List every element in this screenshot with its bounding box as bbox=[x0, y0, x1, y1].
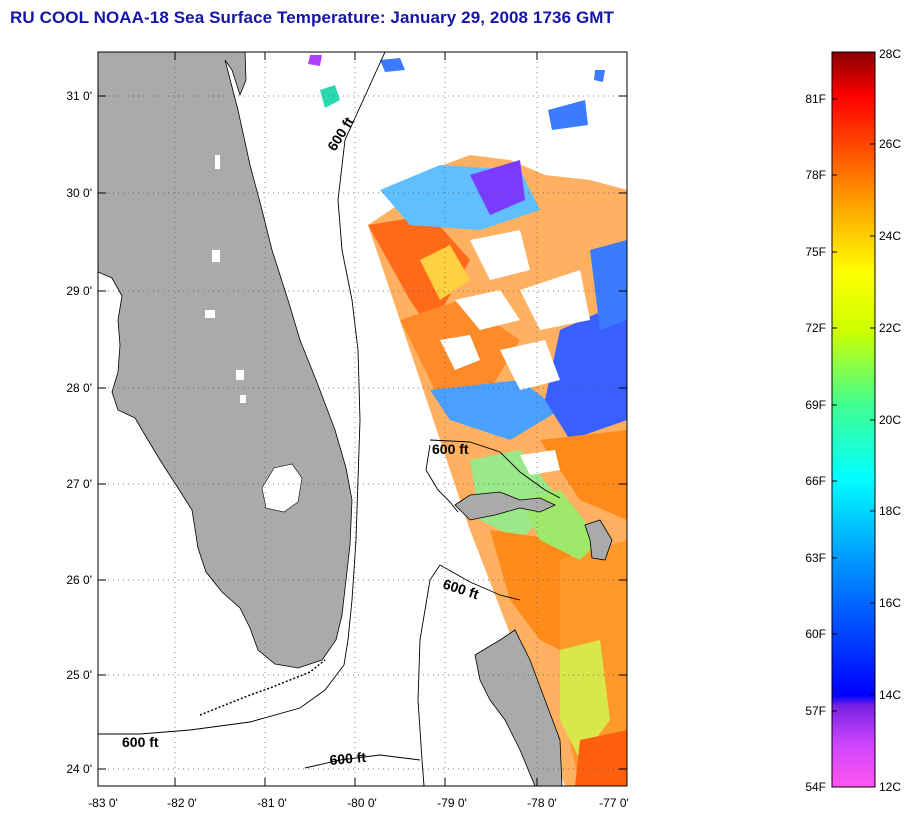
isobath-label-4: 600 ft bbox=[122, 734, 159, 750]
lat-label-26: 26 0' bbox=[66, 573, 92, 587]
sst-swath bbox=[308, 55, 627, 786]
colorbar-f-78: 78F bbox=[805, 168, 826, 182]
lon-label-83: -83 0' bbox=[88, 796, 118, 810]
colorbar-c-14: 14C bbox=[879, 688, 901, 702]
isobath-label-2: 600 ft bbox=[432, 441, 469, 457]
colorbar-f-81: 81F bbox=[805, 92, 826, 106]
lat-label-24: 24 0' bbox=[66, 762, 92, 776]
colorbar-c-26: 26C bbox=[879, 137, 901, 151]
lat-label-30: 30 0' bbox=[66, 186, 92, 200]
florida-land bbox=[98, 52, 353, 669]
colorbar-f-54: 54F bbox=[805, 780, 826, 794]
map-frame bbox=[97, 51, 628, 787]
colorbar-f-72: 72F bbox=[805, 321, 826, 335]
colorbar-c-12: 12C bbox=[879, 780, 901, 794]
colorbar-c-18: 18C bbox=[879, 504, 901, 518]
colorbar-f-57: 57F bbox=[805, 704, 826, 718]
colorbar-f-69: 69F bbox=[805, 398, 826, 412]
lon-label-79: -79 0' bbox=[437, 796, 467, 810]
map-grid bbox=[98, 52, 627, 786]
lon-label-77: -77 0' bbox=[599, 796, 629, 810]
lon-label-78: -78 0' bbox=[527, 796, 557, 810]
lon-label-82: -82 0' bbox=[167, 796, 197, 810]
lat-label-27: 27 0' bbox=[66, 477, 92, 491]
bahamas-land bbox=[454, 491, 613, 786]
map-title: RU COOL NOAA-18 Sea Surface Temperature:… bbox=[10, 8, 615, 27]
colorbar-c-20: 20C bbox=[879, 413, 901, 427]
lat-label-25: 25 0' bbox=[66, 668, 92, 682]
colorbar-f-75: 75F bbox=[805, 245, 826, 259]
inland-lakes bbox=[205, 155, 246, 403]
colorbar-f-66: 66F bbox=[805, 474, 826, 488]
isobath-label-5: 600 ft bbox=[329, 749, 367, 768]
colorbar-f-63: 63F bbox=[805, 551, 826, 565]
lon-label-81: -81 0' bbox=[257, 796, 287, 810]
lat-label-29: 29 0' bbox=[66, 284, 92, 298]
lat-label-28: 28 0' bbox=[66, 381, 92, 395]
lake-okeechobee bbox=[261, 463, 303, 513]
lon-label-80: -80 0' bbox=[347, 796, 377, 810]
colorbar-c-28: 28C bbox=[879, 47, 901, 61]
map-area: 600 ft 600 ft 600 ft 600 ft 600 ft bbox=[98, 52, 627, 786]
colorbar-f-60: 60F bbox=[805, 627, 826, 641]
colorbar-c-16: 16C bbox=[879, 596, 901, 610]
sst-colorbar: 28C 26C 24C 22C 20C 18C 16C 14C 12C 81F … bbox=[805, 47, 901, 794]
lat-label-31: 31 0' bbox=[66, 89, 92, 103]
colorbar-c-24: 24C bbox=[879, 229, 901, 243]
colorbar-c-22: 22C bbox=[879, 321, 901, 335]
map-ticks bbox=[97, 52, 627, 786]
isobath-lines bbox=[98, 52, 561, 786]
colorbar-gradient bbox=[831, 51, 876, 788]
